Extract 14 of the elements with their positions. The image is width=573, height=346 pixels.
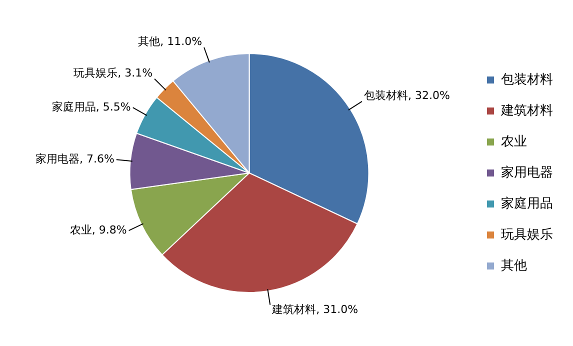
legend-label: 包装材料 [501,72,553,88]
legend-label: 建筑材料 [500,103,553,118]
legend-label: 其他 [501,258,527,274]
data-label: 其他, 11.0% [138,34,202,48]
data-label: 玩具娱乐, 3.1% [74,66,153,80]
legend-label: 家庭用品 [501,195,553,212]
data-label: 家用电器, 7.6% [35,152,114,166]
data-label: 包装材料, 32.0% [364,88,450,102]
data-label: 家庭用品, 5.5% [52,100,131,114]
data-label: 建筑材料, 31.0% [271,303,358,316]
legend-label: 玩具娱乐 [501,227,553,242]
data-label: 农业, 9.8% [70,223,127,236]
legend-label: 家用电器 [501,164,553,180]
legend-label: 农业 [501,134,527,150]
